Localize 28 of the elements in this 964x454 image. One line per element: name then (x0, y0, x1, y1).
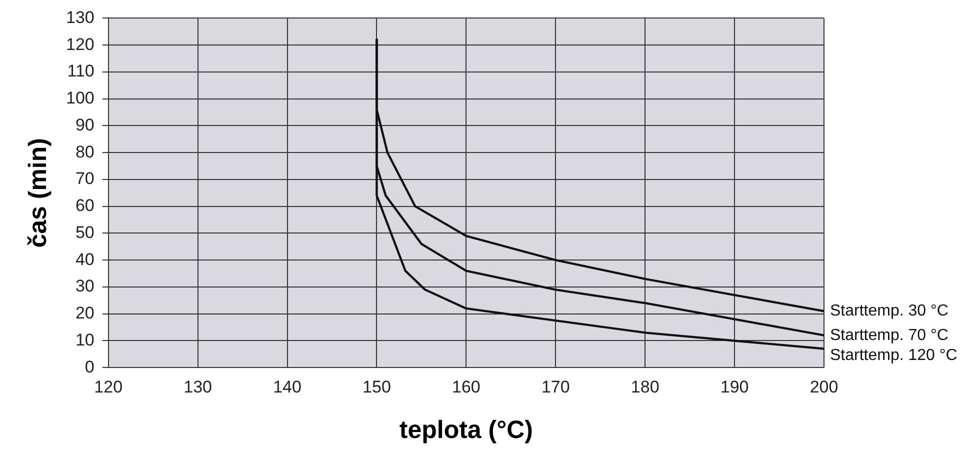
x-tick-label: 190 (720, 377, 749, 396)
y-axis-title: čas (min) (24, 138, 52, 248)
y-tick-label: 100 (66, 88, 94, 108)
x-tick-label: 130 (184, 377, 212, 396)
x-tick-label: 120 (94, 377, 123, 396)
y-tick-label: 120 (66, 34, 94, 54)
y-tick-label: 10 (75, 330, 94, 350)
x-axis-title: teplota (°C) (399, 416, 533, 444)
x-tick-label: 170 (541, 377, 570, 396)
y-tick-label: 40 (75, 250, 94, 269)
y-tick-label: 20 (75, 304, 94, 323)
x-tick-label: 160 (452, 377, 480, 396)
y-tick-label: 80 (75, 142, 94, 162)
y-tick-label: 130 (66, 8, 94, 27)
series-label: Starttemp. 30 °C (830, 302, 948, 320)
x-tick-label: 200 (810, 377, 838, 396)
x-tick-label: 140 (273, 377, 302, 396)
y-tick-label: 0 (84, 357, 94, 376)
y-tick-label: 90 (75, 115, 94, 134)
y-tick-label: 70 (75, 169, 94, 188)
x-tick-label: 150 (362, 377, 391, 396)
y-tick-label: 50 (75, 222, 94, 242)
y-tick-label: 30 (75, 276, 94, 296)
y-tick-label: 110 (67, 62, 94, 81)
series-label: Starttemp. 70 °C (830, 326, 948, 344)
y-tick-label: 60 (75, 196, 94, 216)
series-label: Starttemp. 120 °C (830, 346, 958, 364)
x-tick-label: 180 (630, 377, 660, 396)
